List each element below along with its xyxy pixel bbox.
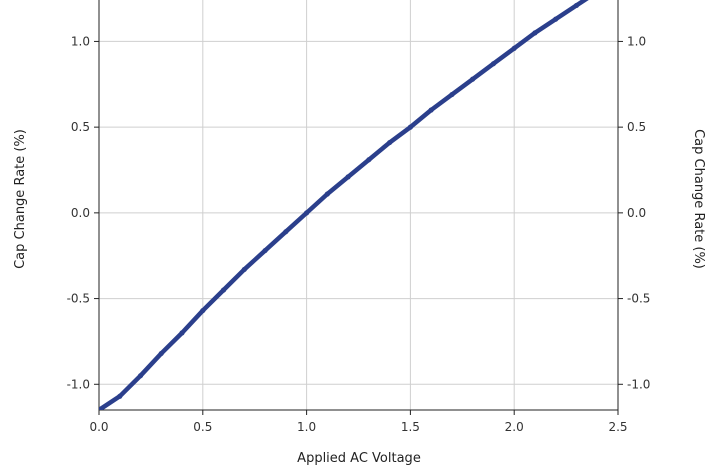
data-point bbox=[241, 266, 247, 273]
data-point bbox=[532, 30, 538, 36]
data-point bbox=[99, 407, 102, 410]
grid bbox=[98, 0, 619, 410]
y-axis-title-left: Cap Change Rate (%) bbox=[13, 129, 28, 269]
plot-area bbox=[99, 0, 589, 410]
data-point bbox=[345, 174, 351, 180]
data-point bbox=[304, 210, 310, 216]
y-axis-title-right: Cap Change Rate (%) bbox=[691, 129, 706, 269]
data-point bbox=[387, 139, 393, 146]
data-point bbox=[573, 2, 580, 9]
y-tick-label-right: 1.0 bbox=[627, 34, 646, 48]
data-point bbox=[158, 350, 164, 357]
x-tick-label: 2.5 bbox=[608, 420, 627, 434]
axes bbox=[98, 0, 619, 411]
x-tick-label: 0.0 bbox=[89, 420, 108, 434]
data-point bbox=[407, 124, 413, 130]
x-tick-label: 1.5 bbox=[401, 420, 420, 434]
y-tick-label-right: 0.5 bbox=[627, 120, 646, 134]
x-axis-title: Applied AC Voltage bbox=[297, 451, 421, 466]
data-point bbox=[490, 61, 497, 67]
data-point bbox=[220, 287, 227, 293]
data-point bbox=[200, 307, 206, 314]
data-point bbox=[428, 107, 434, 113]
data-point bbox=[324, 191, 330, 197]
x-tick-label: 2.0 bbox=[505, 420, 524, 434]
data-point bbox=[179, 330, 185, 336]
data-point bbox=[262, 247, 268, 254]
y-tick-label-left: 0.5 bbox=[71, 120, 90, 134]
data-point bbox=[511, 45, 517, 51]
y-tick-label-right: 0.0 bbox=[627, 206, 646, 220]
data-point bbox=[366, 157, 372, 163]
data-point bbox=[470, 76, 476, 82]
series-line bbox=[99, 0, 589, 410]
ticks: 0.0 0.5 1.0 1.5 2.0 2.5 -1.0 -1.0 -0.5 -0.5 0.0 0.0… bbox=[67, 34, 651, 434]
data-point bbox=[449, 91, 455, 98]
y-tick-label-left: 0.0 bbox=[71, 206, 90, 220]
y-tick-label-left: 1.0 bbox=[71, 34, 90, 48]
data-point bbox=[137, 373, 144, 379]
data-point bbox=[283, 229, 289, 235]
y-tick-label-right: -1.0 bbox=[627, 377, 650, 391]
data-point bbox=[553, 16, 559, 22]
data-point bbox=[117, 393, 123, 399]
y-tick-label-left: -1.0 bbox=[67, 377, 90, 391]
y-tick-label-right: -0.5 bbox=[627, 292, 650, 306]
y-tick-label-left: -0.5 bbox=[67, 292, 90, 306]
x-tick-label: 1.0 bbox=[297, 420, 316, 434]
x-tick-label: 0.5 bbox=[193, 420, 212, 434]
